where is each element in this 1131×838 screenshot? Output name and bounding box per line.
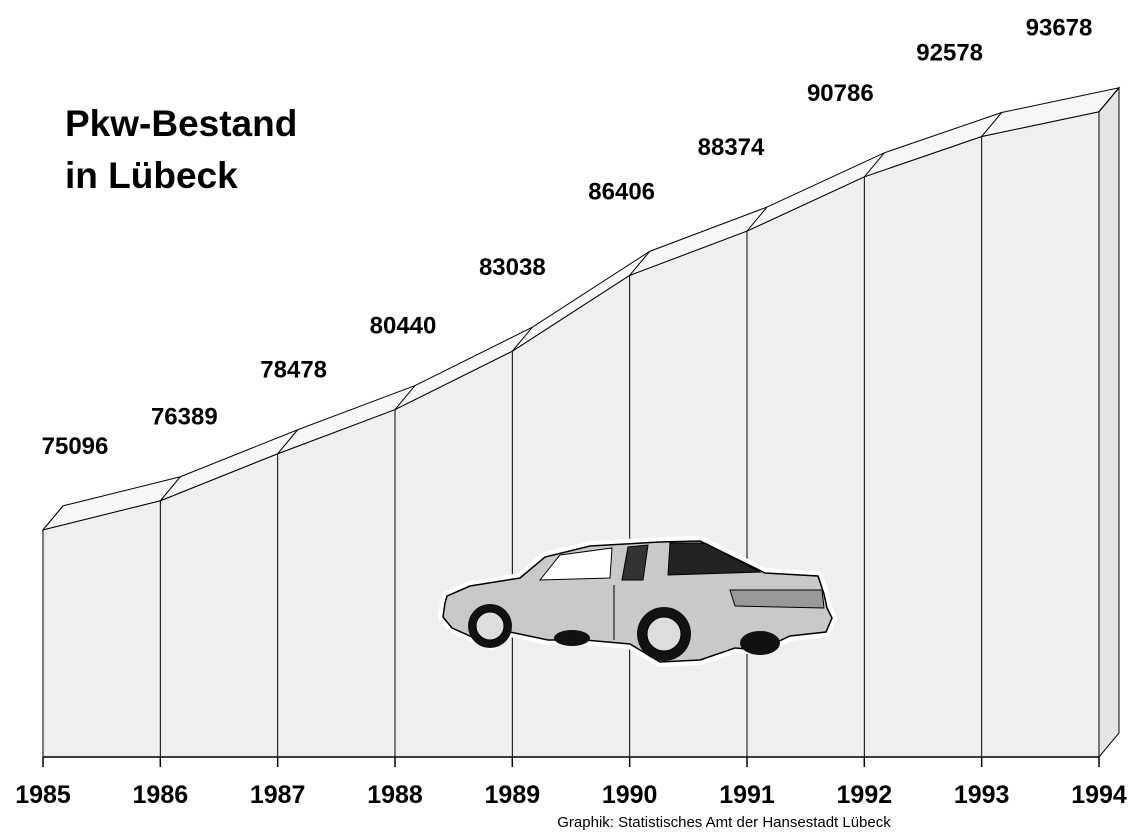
value-label: 92578 — [916, 39, 983, 66]
top-edge — [981, 112, 1003, 137]
x-tick-label: 1987 — [250, 781, 306, 809]
value-label: 83038 — [479, 254, 546, 281]
x-tick-label: 1994 — [1071, 781, 1127, 809]
value-label: 90786 — [807, 80, 874, 107]
value-label: 86406 — [588, 178, 655, 205]
x-tick-label: 1992 — [837, 781, 893, 809]
top-edge — [746, 206, 768, 232]
value-label: 93678 — [1026, 15, 1093, 42]
area-layer — [41, 86, 1121, 767]
source-note: Graphik: Statistisches Amt der Hansestad… — [557, 814, 891, 831]
car-window — [538, 547, 613, 581]
value-label: 80440 — [370, 313, 437, 340]
value-label: 88374 — [698, 134, 765, 161]
area-front — [42, 111, 1100, 758]
value-label: 75096 — [42, 433, 109, 460]
car-illustration — [438, 536, 837, 667]
car-window — [621, 544, 649, 581]
x-tick-label: 1988 — [367, 781, 423, 809]
x-tick-label: 1993 — [954, 781, 1010, 809]
x-tick-label: 1990 — [602, 781, 658, 809]
x-tick-label: 1985 — [15, 781, 71, 809]
top-edge — [629, 251, 651, 276]
top-edge — [159, 476, 181, 502]
top-edge — [277, 429, 299, 455]
x-tick-label: 1991 — [719, 781, 775, 809]
x-tick-label: 1986 — [133, 781, 189, 809]
top-edge — [511, 326, 533, 352]
chart-title: Pkw-Bestand in Lübeck — [65, 103, 298, 196]
top-edge — [42, 505, 64, 531]
value-label: 78478 — [260, 357, 327, 384]
area-side — [1098, 86, 1120, 759]
car-window — [667, 542, 762, 576]
top-edge — [394, 385, 416, 410]
car-tail — [729, 589, 825, 609]
top-edge — [1098, 87, 1120, 113]
top-edge — [863, 152, 885, 178]
car-wheel — [468, 604, 780, 661]
value-label: 76389 — [151, 404, 218, 431]
x-tick-label: 1989 — [485, 781, 541, 809]
